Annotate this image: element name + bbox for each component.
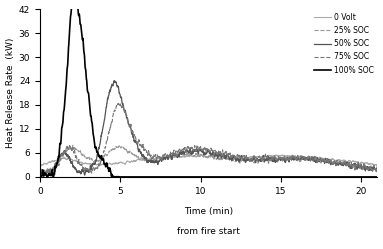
Y-axis label: Heat Release Rate  (kW): Heat Release Rate (kW) bbox=[6, 38, 15, 148]
Text: Time (min): Time (min) bbox=[184, 207, 233, 216]
Text: from fire start: from fire start bbox=[177, 227, 240, 236]
Legend: 0 Volt, 25% SOC, 50% SOC, 75% SOC, 100% SOC: 0 Volt, 25% SOC, 50% SOC, 75% SOC, 100% … bbox=[311, 10, 377, 78]
